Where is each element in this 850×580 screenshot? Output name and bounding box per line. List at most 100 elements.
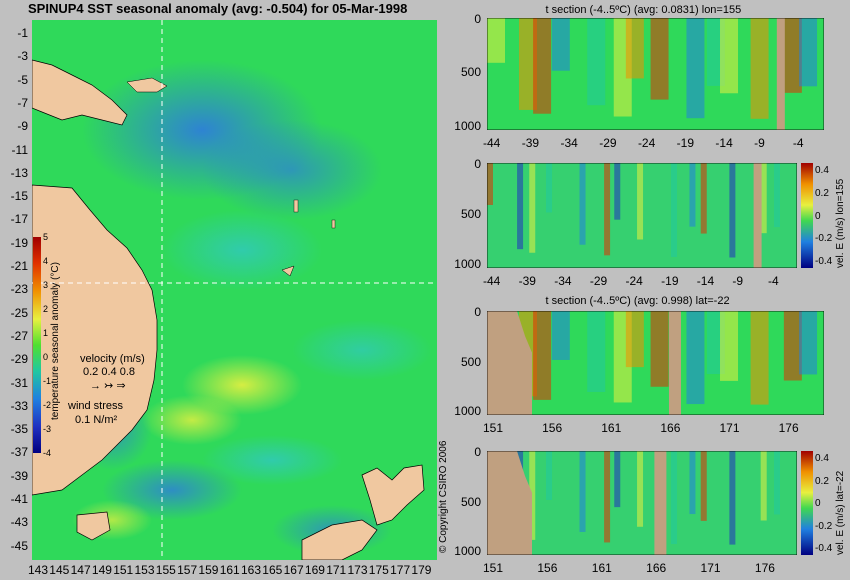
colorbar-tick-label: 3 [43,280,49,290]
lat-tick-label: -23 [10,282,28,297]
x-tick-label: -4 [792,136,804,150]
x-tick-label: 171 [700,561,721,575]
colorbar-tick-label: -4 [43,448,52,458]
lon-tick-label: 161 [219,563,240,577]
y-tick-label: 0 [474,12,481,26]
lat-tick-label: -1 [17,26,28,40]
colorbar-tick-label: 0 [815,498,821,510]
colorbar-tick-label: 0 [43,352,49,362]
lon-tick-label: 175 [368,563,389,577]
copyright-text: © Copyright CSIRO 2006 [438,440,449,553]
wind-legend-label: wind stress [68,400,124,412]
velocity-arrows-icon: → ↣ ⇒ [90,380,126,392]
lat-tick-label: -39 [10,468,28,483]
colorbar-tick-label: 0.2 [815,187,829,199]
colorbar-tick-label: 0.4 [815,453,829,464]
colorbar-label: vel. E (m/s) lon=155 [835,178,846,268]
x-tick-label: 161 [601,421,622,435]
y-tick-label: 500 [460,354,481,369]
y-tick-label: 0 [474,157,481,171]
lat-tick-label: -5 [17,72,28,87]
x-tick-label: -4 [768,274,779,288]
velocity-colorbar [801,451,813,555]
lat-tick-label: -9 [17,119,28,134]
x-tick-label: 171 [719,421,740,435]
australia-land [32,184,158,496]
wind-legend-value: 0.1 N/m² [75,414,118,426]
colorbar-tick-label: -1 [43,376,52,386]
colorbar-tick-label: 1 [43,328,49,338]
lon-tick-label: 147 [70,563,91,577]
y-tick-label: 500 [460,65,481,80]
lat-tick-label: -25 [10,305,28,320]
velocity-legend-label: velocity (m/s) [80,353,145,365]
x-tick-label: -29 [589,274,608,288]
lat-tick-label: -21 [10,259,28,273]
lon-tick-label: 145 [49,563,70,577]
lon-tick-label: 157 [177,563,198,577]
lon-tick-label: 167 [283,563,304,577]
section-plot [487,18,824,130]
lon-tick-label: 151 [113,563,134,577]
x-tick-label: -39 [518,274,536,288]
y-tick-label: 500 [460,494,481,509]
x-tick-label: 151 [483,561,504,575]
x-tick-label: -24 [625,274,643,288]
lat-tick-label: -27 [10,328,28,343]
section-plot [487,451,797,555]
colorbar-tick-label: 4 [43,256,49,266]
map-title: SPINUP4 SST seasonal anomaly (avg: -0.50… [28,1,408,16]
section-title: t section (-4..5ºC) (avg: 0.998) lat=-22 [545,295,730,307]
x-tick-label: 176 [754,561,775,575]
lon-tick-label: 143 [28,563,49,577]
map-colorbar [33,237,41,453]
x-tick-label: -9 [732,274,744,288]
lat-tick-label: -41 [10,492,28,506]
velocity-colorbar [801,163,813,268]
colorbar-label: vel. E (m/s) lat=-22 [835,470,846,555]
colorbar-label: temperature seasonal anomaly (°C) [50,262,61,420]
x-tick-label: 176 [778,421,799,435]
colorbar-tick-label: -0.2 [815,233,833,245]
lat-tick-label: -29 [10,352,28,367]
x-tick-label: -9 [754,136,765,150]
x-tick-label: -29 [599,136,617,150]
lon-tick-label: 169 [304,563,325,577]
lon-tick-label: 173 [347,563,368,577]
lon-tick-label: 179 [411,563,432,577]
lat-tick-label: -7 [17,95,28,110]
x-tick-label: 151 [483,421,504,435]
colorbar-tick-label: 5 [43,232,49,242]
x-tick-label: -44 [483,274,501,288]
lon-tick-label: 153 [134,563,155,577]
x-tick-label: -44 [483,136,501,150]
y-tick-label: 500 [460,207,481,221]
colorbar-tick-label: -2 [43,400,52,410]
lat-tick-label: -15 [10,189,28,204]
section-plot [487,311,824,415]
x-tick-label: -34 [554,274,572,288]
x-tick-label: 161 [591,561,612,575]
x-tick-label: 156 [542,421,563,435]
x-tick-label: -14 [696,274,715,288]
y-tick-label: 1000 [454,544,481,559]
lon-tick-label: 177 [390,563,411,577]
x-tick-label: -14 [715,136,733,150]
lon-tick-label: 163 [241,563,262,577]
colorbar-tick-label: -0.4 [815,543,833,555]
colorbar-tick-label: 0.2 [815,475,829,487]
section-title: t section (-4..5ºC) (avg: 0.0831) lon=15… [545,4,742,16]
colorbar-tick-label: -0.4 [815,256,833,268]
lat-tick-label: -3 [17,49,28,64]
colorbar-tick-label: -0.2 [815,520,833,532]
x-tick-label: 166 [660,421,681,435]
section-plot [487,163,797,268]
lat-tick-label: -33 [10,398,28,413]
y-tick-label: 0 [474,445,481,459]
velocity-legend-scale: 0.2 0.4 0.8 [83,366,135,378]
y-tick-label: 1000 [454,118,481,133]
lon-tick-label: 149 [91,563,112,577]
lat-tick-label: -43 [10,515,28,530]
lat-tick-label: -19 [10,235,28,250]
new-guinea-land [32,59,128,126]
